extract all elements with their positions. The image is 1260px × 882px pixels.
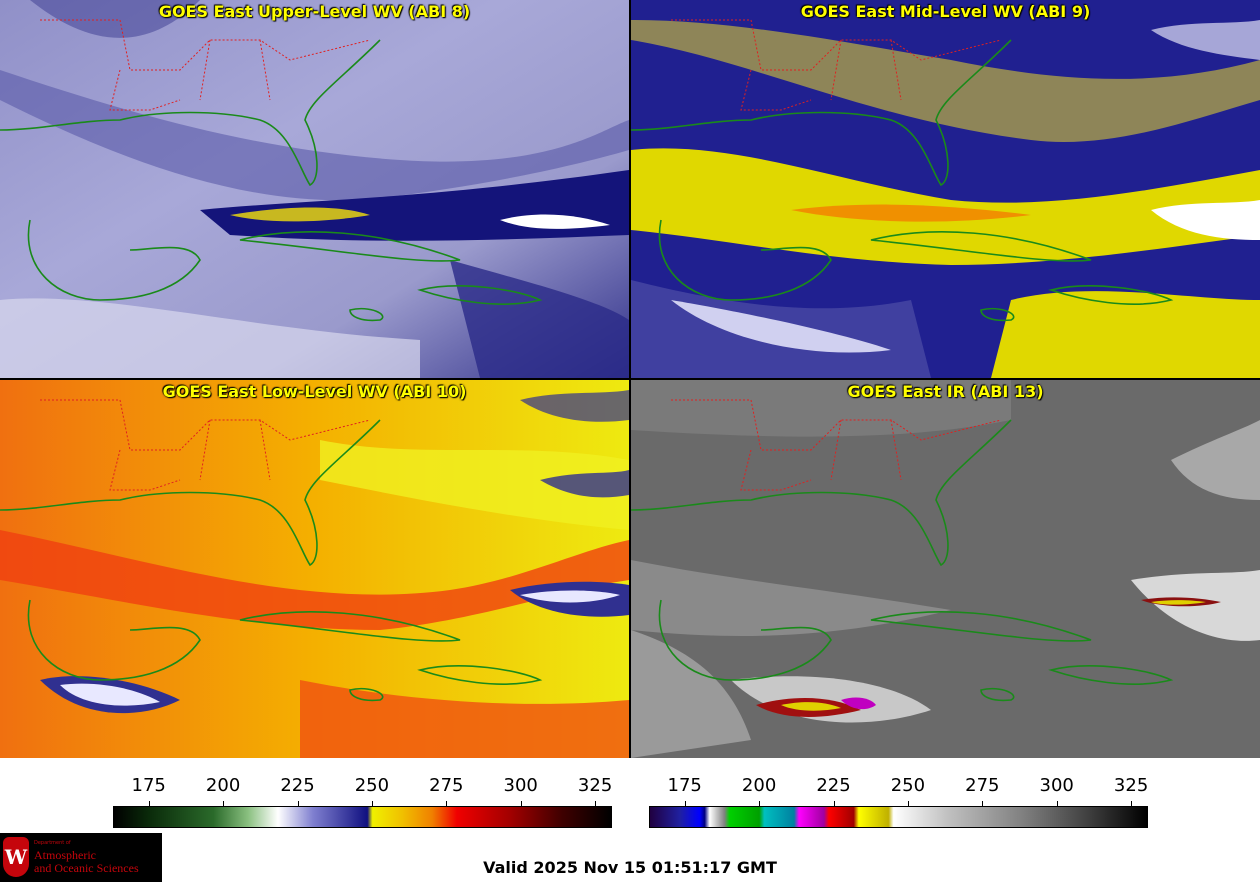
panel-mid-wv: GOES East Mid-Level WV (ABI 9) (631, 0, 1260, 378)
panel-low-wv: GOES East Low-Level WV (ABI 10) (0, 380, 629, 758)
panel-title: GOES East IR (ABI 13) (847, 382, 1044, 401)
upper-wv-imagery (0, 0, 629, 378)
panel-title: GOES East Mid-Level WV (ABI 9) (800, 2, 1091, 21)
uw-seal-icon: W (3, 837, 29, 877)
colorbar-tick-label: 175 (131, 775, 166, 796)
colorbar-tick-label: 325 (1113, 775, 1149, 796)
colorbar-tick-label: 225 (280, 775, 315, 796)
colorbar-tick-mark (148, 801, 150, 806)
colorbar-tick-mark (759, 801, 761, 806)
colorbar-tick-mark (833, 801, 835, 806)
logo-line1: Atmospheric (34, 848, 96, 862)
colorbar-tick-label: 275 (429, 775, 464, 796)
panel-title: GOES East Upper-Level WV (ABI 8) (158, 2, 471, 21)
logo-dept: Department of (34, 840, 71, 846)
colorbar-tick-label: 275 (965, 775, 1000, 796)
mid-wv-imagery (631, 0, 1260, 378)
colorbar-tick-mark (297, 801, 299, 806)
panel-upper-wv: GOES East Upper-Level WV (ABI 8) (0, 0, 629, 378)
colorbar-tick-mark (1056, 801, 1058, 806)
low-wv-imagery (0, 380, 629, 758)
colorbar-tick-label: 225 (816, 775, 851, 796)
colorbar-tick-mark (595, 801, 597, 806)
colorbar-tick-label: 300 (503, 775, 538, 796)
aos-logo: W Department of Atmospheric and Oceanic … (0, 833, 162, 882)
colorbar-tick-mark (1131, 801, 1133, 806)
panel-ir: GOES East IR (ABI 13) (631, 380, 1260, 758)
colorbar-tick-mark (520, 801, 522, 806)
colorbar-tick-mark (223, 801, 225, 806)
colorbar-tick-mark (684, 801, 686, 806)
panel-title: GOES East Low-Level WV (ABI 10) (162, 382, 467, 401)
colorbar-tick-mark (907, 801, 909, 806)
colorbar-tick-label: 200 (741, 775, 777, 796)
logo-line2: and Oceanic Sciences (34, 861, 139, 875)
ir-colorbar (649, 806, 1148, 828)
colorbar-tick-mark (982, 801, 984, 806)
colorbar-tick-label: 325 (577, 775, 613, 796)
colorbar-tick-label: 300 (1039, 775, 1074, 796)
wv-colorbar (113, 806, 612, 828)
colorbar-tick-label: 200 (205, 775, 241, 796)
colorbar-tick-mark (371, 801, 373, 806)
panel-divider-horizontal (0, 378, 1260, 380)
colorbar-tick-label: 250 (890, 775, 926, 796)
ir-imagery (631, 380, 1260, 758)
colorbar-tick-label: 175 (667, 775, 702, 796)
colorbar-tick-label: 250 (354, 775, 390, 796)
colorbar-tick-mark (446, 801, 448, 806)
valid-time: Valid 2025 Nov 15 01:51:17 GMT (483, 858, 777, 877)
